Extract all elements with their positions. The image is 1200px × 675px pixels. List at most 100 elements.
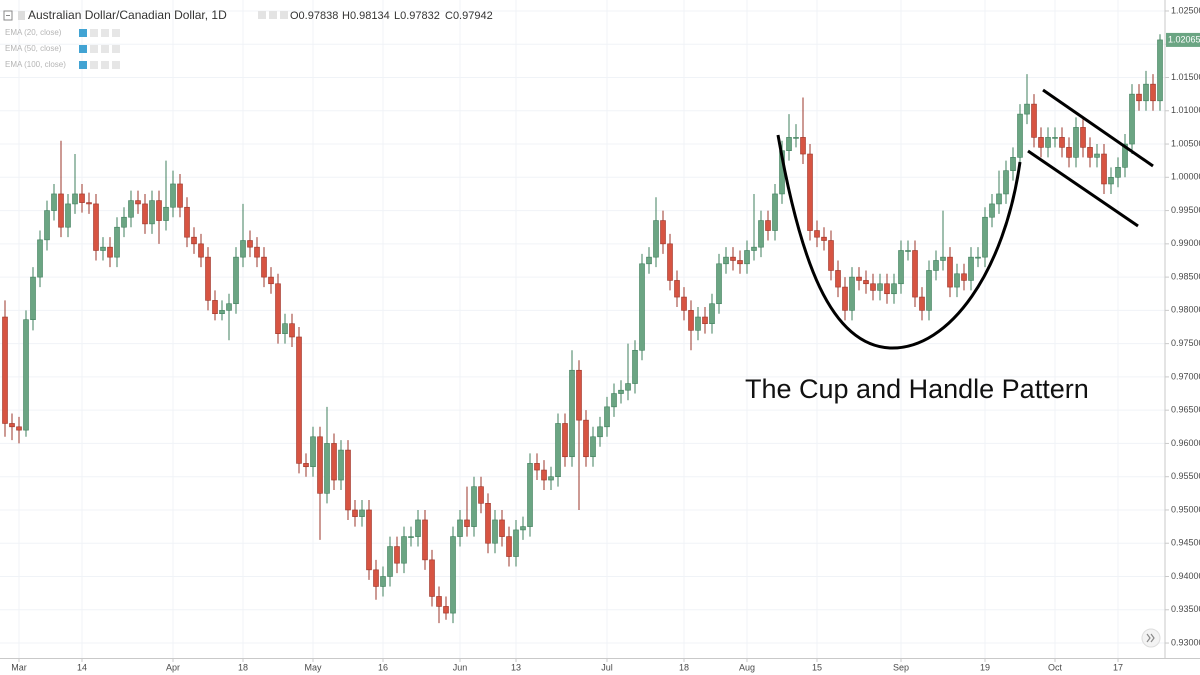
candle-body <box>72 193 78 205</box>
indicator-settings[interactable] <box>90 45 98 53</box>
candle-body <box>667 243 673 281</box>
candle-body <box>44 210 50 241</box>
header-icon[interactable] <box>280 11 288 19</box>
candle-body <box>436 596 442 607</box>
candle-body <box>100 246 106 251</box>
y-tick-label: 0.99500 <box>1171 205 1200 215</box>
time-axis-bg <box>0 658 1200 675</box>
candle-body <box>37 239 43 278</box>
candle-body <box>16 426 22 431</box>
candle-body <box>786 137 792 151</box>
candle-body <box>513 529 519 557</box>
candle-body <box>1003 170 1009 195</box>
indicator-eye[interactable] <box>79 45 87 53</box>
candle-body <box>1094 153 1100 158</box>
candle-body <box>471 486 477 527</box>
candle-body <box>261 256 267 278</box>
handle-line-lower <box>1027 149 1139 228</box>
candle-body <box>275 283 281 334</box>
header-icon[interactable] <box>269 11 277 19</box>
candle-body <box>1157 39 1163 102</box>
candle-body <box>898 250 904 285</box>
candle-body <box>1101 153 1107 185</box>
candle-body <box>709 303 715 324</box>
header-icon[interactable] <box>258 11 266 19</box>
x-tick-label: Jul <box>601 662 613 672</box>
candle-body <box>1024 103 1030 115</box>
price-axis-bg <box>1165 0 1200 675</box>
candle-body <box>737 260 743 265</box>
candle-body <box>387 546 393 577</box>
x-tick-label: Mar <box>11 662 27 672</box>
indicator-settings[interactable] <box>90 29 98 37</box>
candle-body <box>772 193 778 231</box>
candle-body <box>1087 147 1093 158</box>
candle-body <box>1136 93 1142 102</box>
candle-body <box>1010 157 1016 171</box>
indicator-remove[interactable] <box>112 29 120 37</box>
scroll-button-bg[interactable] <box>1141 628 1161 648</box>
candle-body <box>1108 177 1114 185</box>
candle-body <box>1080 127 1086 148</box>
candle-body <box>394 546 400 564</box>
candle-body <box>807 153 813 231</box>
candle-body <box>604 406 610 428</box>
candle-body <box>576 369 582 421</box>
indicator-eye[interactable] <box>79 29 87 37</box>
candle-body <box>884 283 890 295</box>
indicator-settings[interactable] <box>90 61 98 69</box>
candle-body <box>534 463 540 471</box>
x-tick-label: Sep <box>893 662 909 672</box>
scroll-button[interactable] <box>1141 628 1161 648</box>
candle-body <box>352 509 358 517</box>
collapse-icon[interactable] <box>3 10 13 21</box>
candle-body <box>814 230 820 238</box>
indicator-eye[interactable] <box>79 61 87 69</box>
candle-body <box>954 273 960 288</box>
indicator-remove[interactable] <box>112 45 120 53</box>
candle-body <box>800 137 806 155</box>
indicator-source[interactable] <box>101 29 109 37</box>
candle-body <box>254 246 260 258</box>
candle-body <box>947 256 953 288</box>
candle-body <box>373 569 379 587</box>
candle-body <box>996 193 1002 205</box>
scroll-button-icon <box>1146 633 1155 643</box>
candle-body <box>835 270 841 288</box>
candle-body <box>296 336 302 464</box>
candle-body <box>331 443 337 481</box>
candle-body <box>324 443 330 494</box>
candle-body <box>282 323 288 334</box>
candle-body <box>58 193 64 228</box>
candle-body <box>989 203 995 218</box>
candle-body <box>142 203 148 225</box>
indicator-source[interactable] <box>101 61 109 69</box>
candle-body <box>877 283 883 291</box>
x-tick-label: 17 <box>1113 662 1123 672</box>
candle-body <box>730 256 736 261</box>
candle-body <box>233 256 239 305</box>
candle-body <box>961 273 967 281</box>
candle-body <box>9 423 15 428</box>
indicator-source[interactable] <box>101 45 109 53</box>
candle-body <box>380 576 386 587</box>
candle-body <box>135 200 141 205</box>
candle-body <box>23 319 29 431</box>
candle-body <box>429 559 435 597</box>
candle-body <box>443 606 449 614</box>
candle-body <box>548 476 554 481</box>
candle-body <box>212 300 218 314</box>
candle-body <box>310 436 316 468</box>
candle-body <box>30 276 36 320</box>
candle-body <box>940 256 946 261</box>
candle-body <box>65 203 71 228</box>
candle-body <box>191 236 197 245</box>
candle-body <box>485 503 491 544</box>
candle-body <box>163 206 169 221</box>
indicator-remove[interactable] <box>112 61 120 69</box>
candle-body <box>870 283 876 291</box>
